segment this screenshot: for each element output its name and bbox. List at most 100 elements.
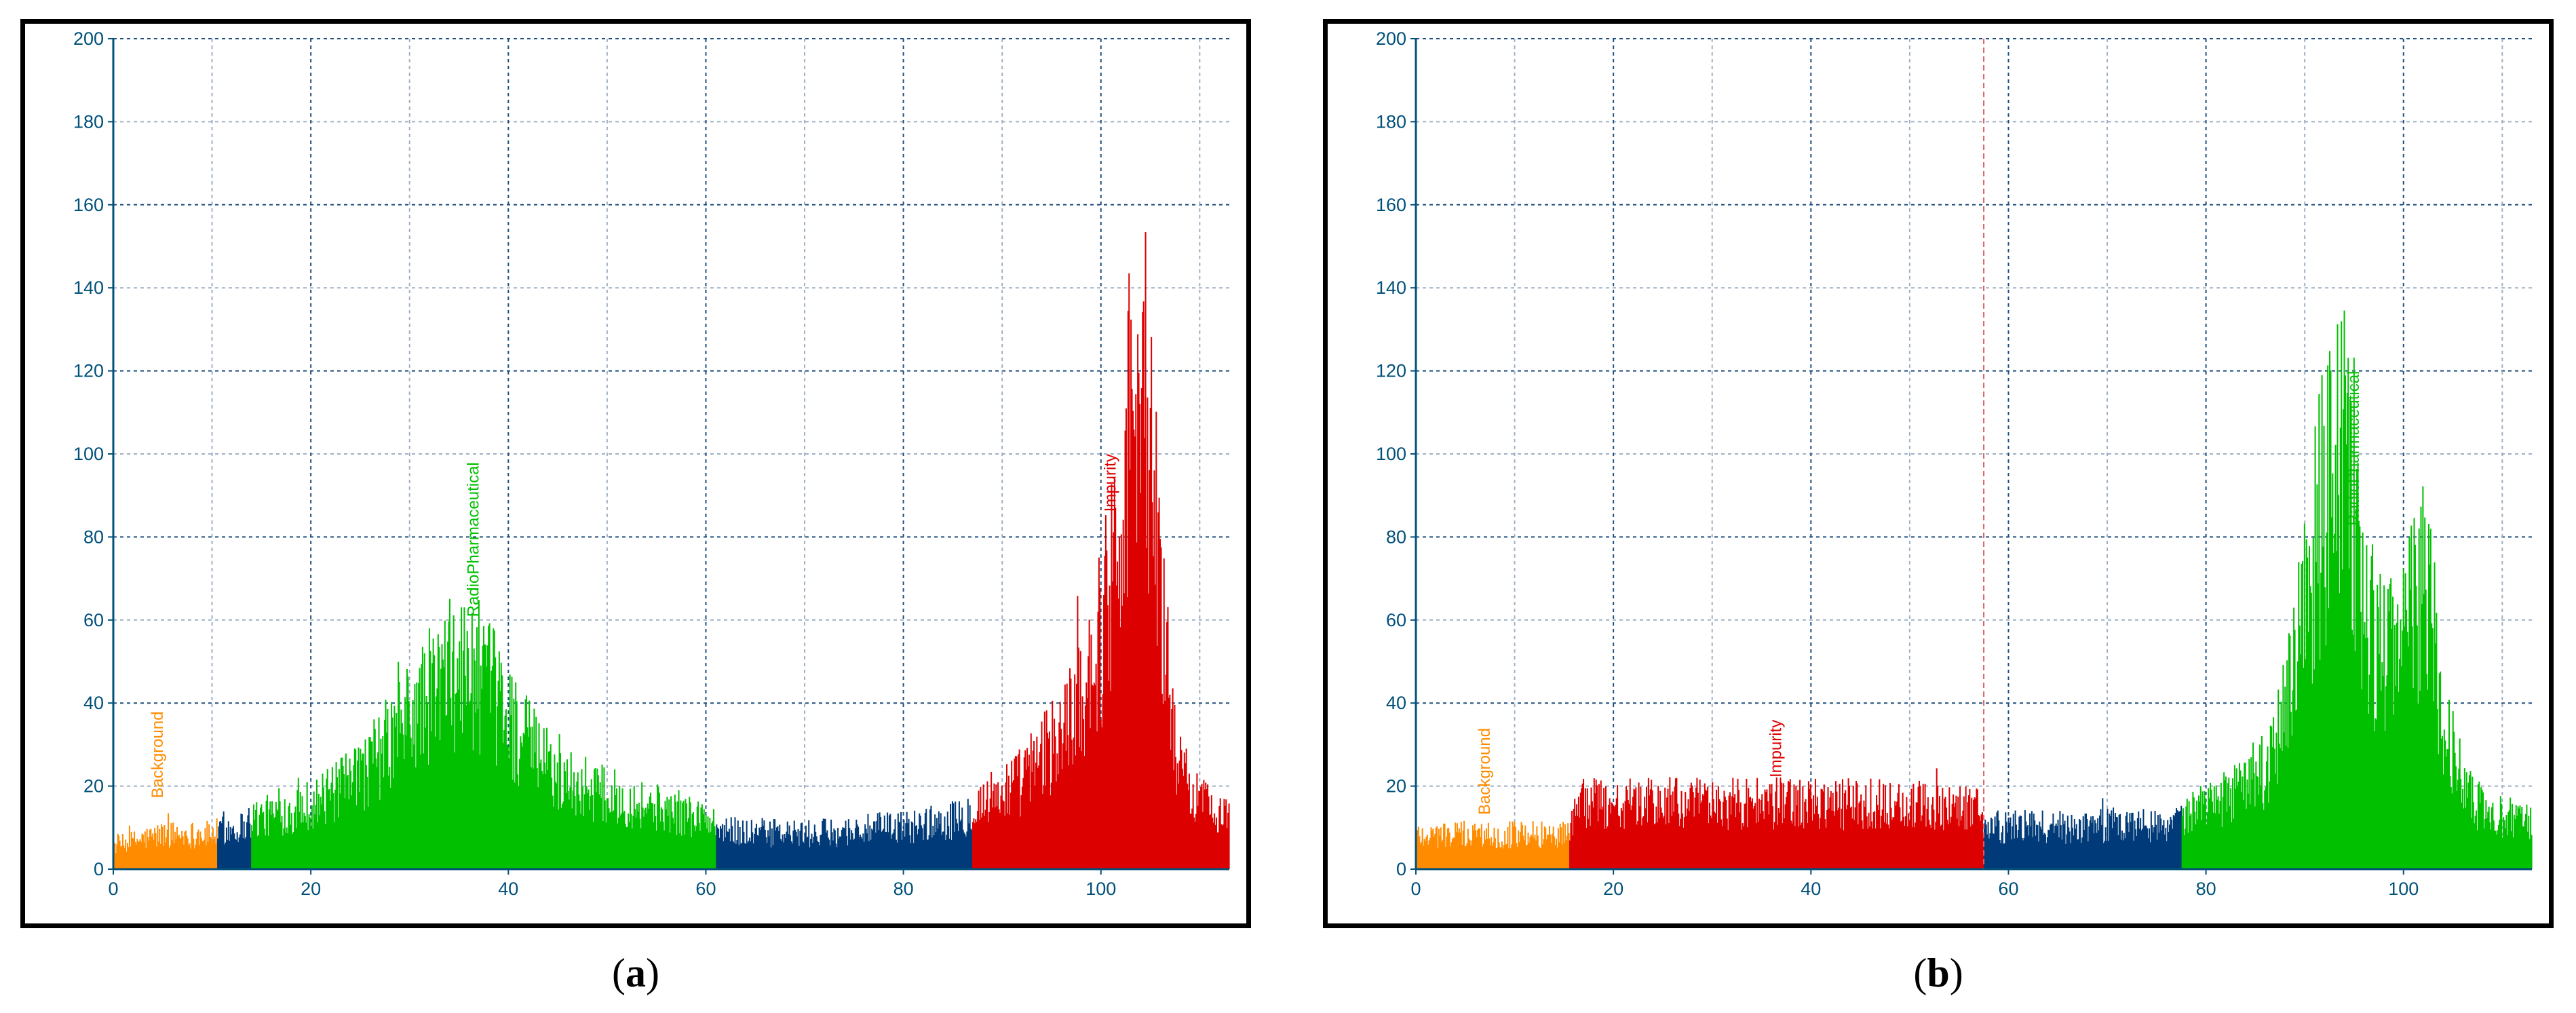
histogram-bar [2170, 816, 2172, 869]
histogram-bar [513, 698, 515, 869]
histogram-bar [921, 825, 923, 869]
histogram-bar [2314, 426, 2316, 869]
histogram-bar [1502, 848, 1504, 869]
histogram-bar [576, 781, 578, 869]
histogram-bar [2172, 828, 2174, 869]
histogram-bar [1986, 834, 1988, 869]
histogram-bar [419, 668, 421, 869]
histogram-bar [2480, 787, 2482, 869]
histogram-bar [999, 812, 1001, 869]
histogram-bar [1698, 814, 1700, 869]
histogram-bar [1545, 828, 1547, 869]
histogram-bar [1429, 838, 1431, 869]
histogram-bar [1083, 719, 1085, 869]
histogram-bar [1099, 588, 1101, 869]
histogram-bar [1760, 799, 1762, 869]
histogram-bar [2176, 810, 2178, 869]
histogram-bar [1659, 790, 1661, 869]
histogram-bar [402, 734, 404, 869]
histogram-bar [2018, 816, 2020, 869]
histogram-bar [2186, 799, 2188, 869]
histogram-bar [1681, 813, 1683, 869]
histogram-bar [370, 741, 372, 869]
histogram-bar [997, 782, 999, 869]
histogram-bar [639, 818, 641, 869]
histogram-bar [2204, 790, 2206, 869]
histogram-bar [522, 732, 524, 869]
histogram-bar [1538, 845, 1540, 869]
histogram-bar [1568, 833, 1570, 869]
histogram-bar [1450, 842, 1453, 869]
histogram-bar [1649, 789, 1651, 869]
histogram-bar [1947, 824, 1949, 869]
histogram-bar [750, 820, 752, 869]
histogram-bar [2263, 809, 2265, 869]
histogram-bar [2019, 815, 2021, 869]
histogram-bar [2222, 797, 2224, 869]
histogram-bar [1744, 803, 1746, 869]
histogram-bar [1674, 786, 1676, 869]
histogram-bar [854, 828, 856, 869]
histogram-bar [968, 823, 970, 869]
histogram-bar [2379, 573, 2381, 869]
histogram-bar [491, 666, 493, 869]
histogram-bar [959, 821, 961, 869]
histogram-bar [534, 752, 536, 869]
histogram-bar [2325, 645, 2327, 869]
histogram-bar [1704, 783, 1706, 869]
histogram-bar [1140, 493, 1142, 869]
histogram-bar [2416, 625, 2418, 869]
histogram-bar [585, 786, 588, 869]
histogram-bar [2456, 790, 2458, 869]
histogram-bar [2229, 806, 2231, 869]
histogram-bar [312, 828, 314, 869]
x-tick-label: 0 [108, 879, 118, 899]
histogram-bar [234, 839, 236, 869]
histogram-bar [1863, 800, 1865, 869]
histogram-bar [928, 835, 930, 869]
histogram-bar [350, 770, 352, 869]
histogram-bar [1430, 827, 1432, 869]
histogram-bar [1041, 721, 1043, 869]
histogram-bar [798, 845, 800, 869]
histogram-bar [1022, 778, 1024, 869]
histogram-bar [1734, 794, 1736, 869]
histogram-bar [1847, 805, 1849, 869]
histogram-bar [2106, 841, 2108, 869]
histogram-bar [2212, 812, 2214, 869]
histogram-bar [1708, 803, 1711, 869]
histogram-bar [2467, 782, 2469, 869]
histogram-bar [1604, 828, 1606, 869]
histogram-bar [1782, 823, 1784, 869]
histogram-bar [1136, 542, 1138, 869]
histogram-bar [887, 812, 889, 869]
histogram-bar [2237, 786, 2239, 869]
histogram-bar [551, 778, 553, 869]
histogram-bar [892, 833, 894, 869]
histogram-bar [745, 844, 747, 869]
histogram-bar [1455, 822, 1457, 869]
histogram-bar [1145, 232, 1147, 869]
histogram-bar [604, 800, 606, 869]
histogram-bar [508, 759, 510, 869]
chart-panel-a: Background RadioPharmaceutical Impurity 0 20… [20, 19, 1251, 928]
histogram-bar [357, 760, 359, 869]
histogram-bar [1780, 777, 1782, 869]
histogram-bar [1885, 823, 1887, 869]
histogram-bar [321, 804, 323, 869]
histogram-bar [841, 829, 843, 869]
histogram-bar [2043, 835, 2045, 869]
histogram-bar [752, 843, 754, 869]
histogram-bar [2269, 781, 2271, 869]
histogram-bar [2408, 537, 2410, 869]
histogram-bar [1841, 808, 1843, 869]
histogram-bar [948, 826, 950, 869]
histogram-bar [182, 836, 184, 869]
histogram-bar [1115, 508, 1117, 869]
histogram-bar [2332, 552, 2334, 869]
histogram-bar [263, 828, 265, 869]
histogram-bar [2455, 766, 2457, 869]
histogram-bar [1174, 757, 1176, 869]
histogram-bar [452, 651, 454, 869]
histogram-bar [2242, 800, 2244, 869]
